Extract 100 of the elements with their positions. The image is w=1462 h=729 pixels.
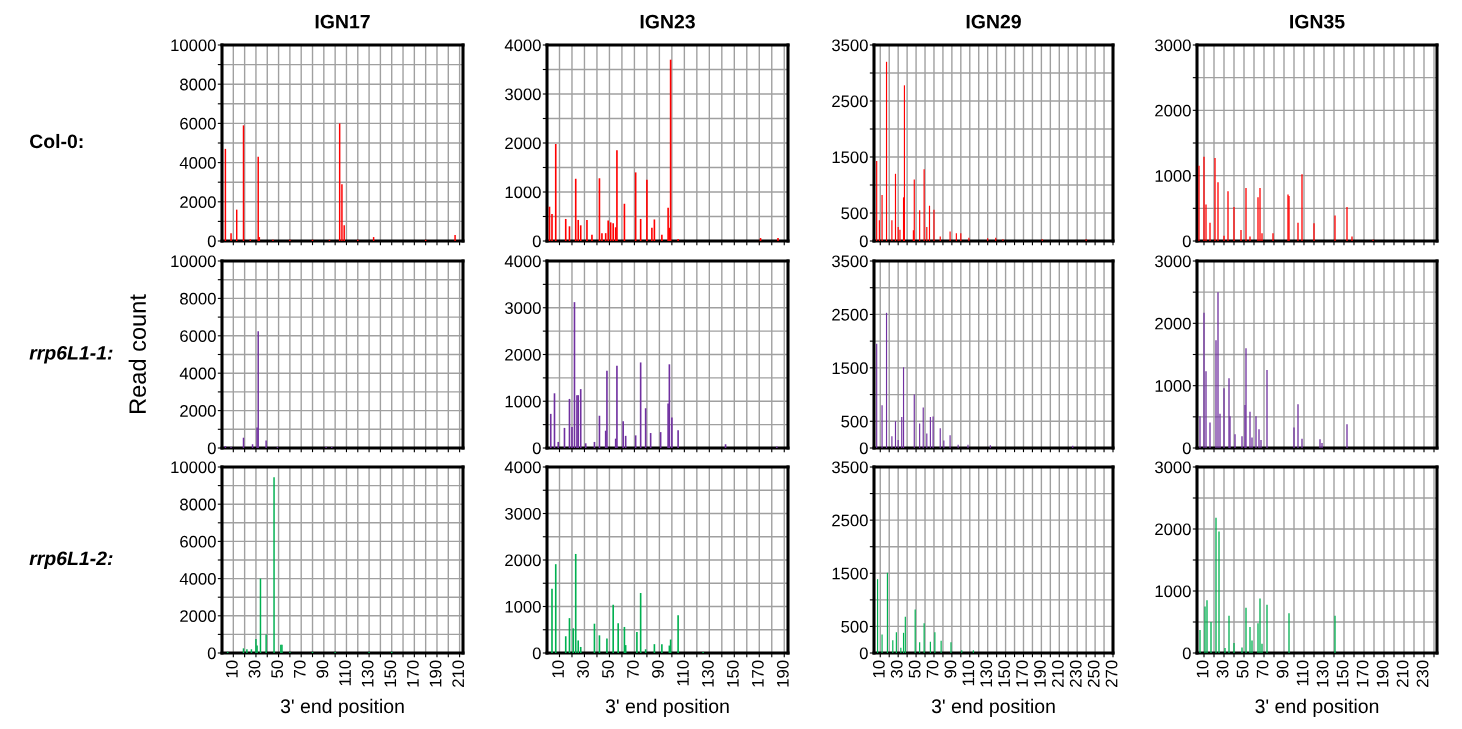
y-tick-label: 0 <box>1182 235 1191 248</box>
x-tick-label: 130 <box>980 660 993 687</box>
x-tick-label: 110 <box>677 660 689 686</box>
x-tick-label: 90 <box>944 660 957 678</box>
chart-title: IGN23 <box>640 14 695 29</box>
y-tick-label: 6000 <box>180 330 216 342</box>
chart-title: IGN17 <box>315 14 370 29</box>
x-tick-label: 170 <box>751 660 764 687</box>
x-tick-label: 10 <box>1196 660 1209 678</box>
chart-title: IGN35 <box>1290 14 1345 29</box>
x-axis-title: 3' end position <box>931 698 1055 717</box>
x-tick-label: 50 <box>271 660 284 678</box>
y-tick-label: 6000 <box>180 535 216 548</box>
x-tick-label: 70 <box>627 660 639 678</box>
x-tick-label: 170 <box>1356 660 1369 687</box>
y-tick-label: 2000 <box>505 137 541 150</box>
y-tick-label: 2500 <box>832 514 868 527</box>
y-tick-label: 4000 <box>504 39 541 52</box>
y-tick-label: 8000 <box>180 78 216 91</box>
y-tick-label: 0 <box>859 442 868 455</box>
y-tick-label: 0 <box>207 442 216 455</box>
x-tick-label: 150 <box>1336 660 1349 687</box>
y-tick-label: 500 <box>841 620 868 633</box>
y-tick-label: 1000 <box>1155 585 1191 598</box>
y-tick-label: 0 <box>1182 442 1191 455</box>
y-axis-title: Read count <box>128 294 146 413</box>
x-tick-label: 30 <box>890 660 903 678</box>
y-tick-label: 2000 <box>1155 104 1191 117</box>
x-tick-label: 150 <box>998 660 1011 687</box>
x-tick-label: 250 <box>1087 660 1100 687</box>
y-tick-label: 1500 <box>832 362 868 375</box>
x-tick-label: 150 <box>726 660 739 687</box>
y-tick-label: 500 <box>841 415 868 428</box>
x-tick-label: 30 <box>577 660 589 678</box>
x-tick-label: 10 <box>552 660 564 678</box>
x-tick-label: 70 <box>293 660 306 678</box>
x-tick-label: 110 <box>1296 660 1309 686</box>
y-tick-label: 3000 <box>1155 39 1191 52</box>
y-tick-label: 3000 <box>505 507 541 520</box>
x-tick-label: 190 <box>776 660 789 687</box>
x-tick-label: 190 <box>1376 660 1389 687</box>
y-tick-label: 1000 <box>505 395 541 408</box>
y-tick-label: 4000 <box>504 461 541 474</box>
y-tick-label: 6000 <box>180 117 216 130</box>
y-tick-label: 2000 <box>505 348 541 361</box>
y-tick-label: 0 <box>532 647 541 660</box>
x-tick-label: 130 <box>1316 660 1329 687</box>
y-tick-label: 10000 <box>171 461 216 474</box>
y-tick-label: 2000 <box>1155 317 1191 330</box>
x-tick-label: 30 <box>1216 660 1229 678</box>
x-tick-label: 90 <box>316 660 329 678</box>
x-tick-label: 190 <box>1034 660 1046 687</box>
y-tick-label: 1500 <box>832 151 868 164</box>
x-tick-label: 270 <box>1105 660 1118 687</box>
x-tick-label: 10 <box>872 660 885 678</box>
text: rrp6L1-1: <box>29 345 113 364</box>
x-tick-label: 110 <box>339 660 351 686</box>
y-tick-label: 1000 <box>505 600 541 613</box>
x-tick-label: 50 <box>602 660 614 678</box>
x-tick-label: 30 <box>248 660 261 678</box>
x-tick-label: 70 <box>926 660 939 678</box>
y-tick-label: 4000 <box>179 573 216 585</box>
y-tick-label: 3000 <box>505 88 541 101</box>
y-tick-label: 3000 <box>1155 255 1191 268</box>
y-tick-label: 3000 <box>505 302 541 314</box>
text: Col-0: <box>30 133 83 149</box>
x-tick-label: 50 <box>1236 660 1249 678</box>
y-tick-label: 0 <box>532 235 541 248</box>
y-tick-label: 10000 <box>171 255 216 268</box>
y-tick-label: 2500 <box>832 95 868 108</box>
y-tick-label: 1500 <box>832 567 868 580</box>
y-tick-label: 3500 <box>832 461 868 474</box>
x-tick-label: 230 <box>1416 660 1429 687</box>
y-tick-label: 0 <box>1182 647 1191 660</box>
x-tick-label: 70 <box>1256 660 1269 678</box>
x-tick-label: 90 <box>1276 660 1289 678</box>
y-tick-label: 2000 <box>180 610 216 622</box>
y-tick-label: 2000 <box>180 405 216 417</box>
y-tick-label: 2500 <box>832 308 868 321</box>
y-tick-label: 2000 <box>1155 523 1191 536</box>
x-tick-label: 10 <box>225 660 238 678</box>
y-tick-label: 1000 <box>1155 380 1191 392</box>
x-tick-label: 130 <box>361 660 374 687</box>
y-tick-label: 4000 <box>179 367 216 380</box>
y-tick-label: 0 <box>207 235 216 248</box>
x-tick-label: 170 <box>1016 660 1028 687</box>
chart-title: IGN29 <box>966 14 1021 29</box>
x-tick-label: 230 <box>1069 660 1082 687</box>
y-tick-label: 3500 <box>832 255 868 268</box>
y-tick-label: 500 <box>841 207 868 220</box>
y-tick-label: 2000 <box>505 554 541 567</box>
y-tick-label: 0 <box>859 235 868 248</box>
y-tick-label: 1000 <box>1155 170 1191 182</box>
y-tick-label: 2000 <box>180 196 216 208</box>
x-tick-label: 110 <box>962 660 975 686</box>
x-tick-label: 50 <box>908 660 921 678</box>
y-tick-label: 10000 <box>171 39 216 52</box>
x-tick-label: 170 <box>407 660 419 687</box>
y-tick-label: 3500 <box>832 39 868 52</box>
y-tick-label: 0 <box>207 647 216 660</box>
